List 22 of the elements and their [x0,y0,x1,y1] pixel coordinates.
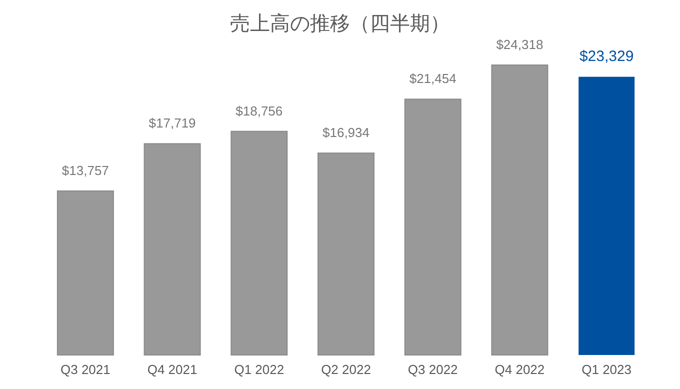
chart-title: 売上高の推移（四半期） [230,12,450,35]
data-label: $23,329 [579,48,634,65]
bar [578,76,635,355]
x-tick-label: Q3 2021 [60,362,110,377]
x-tick-label: Q1 2022 [234,362,284,377]
x-tick-label: Q4 2021 [147,362,198,377]
x-tick-label: Q2 2022 [321,362,371,377]
x-tick-label: Q3 2022 [408,362,458,377]
x-tick-label: Q1 2023 [582,362,632,377]
data-label: $13,757 [62,162,109,178]
data-label: $16,934 [322,125,370,140]
bar [404,98,462,356]
bar [144,143,201,356]
x-tick-label: Q4 2022 [494,362,545,377]
data-label: $17,719 [148,116,196,131]
data-label: $24,318 [496,37,544,52]
bar [491,64,548,356]
bar [318,152,374,356]
data-label: $21,454 [409,71,456,86]
bar [56,190,114,356]
bar [230,130,288,356]
data-label: $18,756 [236,103,283,118]
